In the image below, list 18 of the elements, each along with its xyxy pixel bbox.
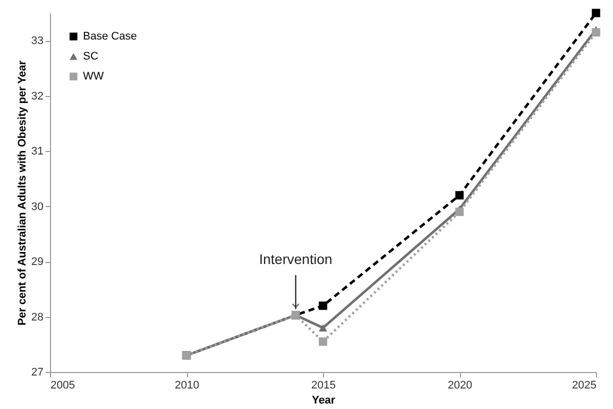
y-axis-title: Per cent of Australian Adults with Obesity per Year <box>16 60 28 326</box>
legend-label: Base Case <box>83 30 137 42</box>
annotation: Intervention <box>259 251 332 268</box>
x-tick-label: 2015 <box>311 380 336 392</box>
legend-label: SC <box>83 50 98 62</box>
y-tick-label: 31 <box>31 146 44 158</box>
x-tick-label: 2005 <box>50 380 75 392</box>
x-tick-label: 2020 <box>448 380 472 392</box>
y-tick-label: 33 <box>31 35 44 48</box>
y-tick-label: 27 <box>31 366 44 378</box>
x-tick-label: 2010 <box>174 380 200 392</box>
y-tick-label: 29 <box>31 256 44 268</box>
y-tick-label: 32 <box>31 90 44 102</box>
y-tick-label: 28 <box>31 311 44 324</box>
legend-label: WW <box>83 70 104 82</box>
x-axis-title: Year <box>312 394 336 406</box>
x-tick-label: 2025 <box>572 380 596 392</box>
y-tick-label: 30 <box>31 200 44 213</box>
